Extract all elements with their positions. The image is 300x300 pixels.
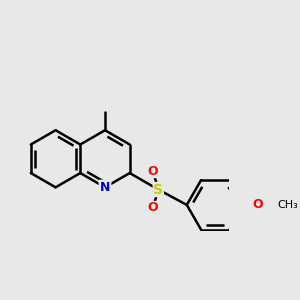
Text: O: O bbox=[148, 202, 158, 214]
Text: CH₃: CH₃ bbox=[278, 200, 298, 210]
Text: O: O bbox=[253, 198, 263, 212]
Text: N: N bbox=[100, 181, 110, 194]
Text: O: O bbox=[148, 165, 158, 178]
Text: S: S bbox=[153, 182, 163, 197]
